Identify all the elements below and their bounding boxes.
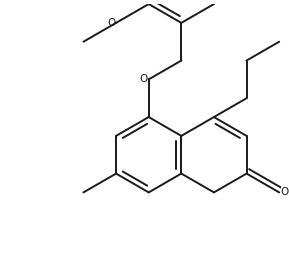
Text: O: O	[107, 18, 115, 28]
Text: O: O	[140, 74, 148, 84]
Text: O: O	[281, 187, 289, 197]
